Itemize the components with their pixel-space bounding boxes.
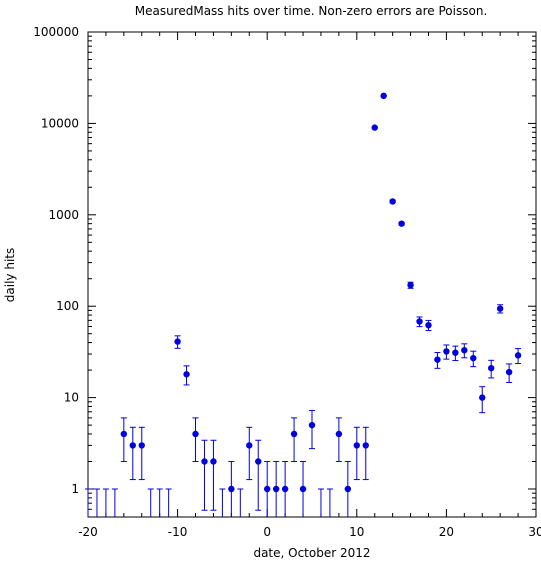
data-point	[452, 349, 459, 356]
data-point	[389, 198, 396, 205]
x-tick-label: 10	[349, 525, 364, 539]
data-point	[505, 368, 513, 376]
y-tick-label: 10	[64, 391, 79, 405]
y-tick-labels: 1 10 100 1000 10000 100000	[33, 25, 79, 496]
data-point	[272, 485, 280, 493]
y-tick-label: 100	[56, 299, 79, 313]
data-point	[308, 421, 316, 429]
data-point	[407, 281, 414, 289]
data-point	[425, 321, 432, 329]
y-tick-label: 1000	[48, 208, 79, 222]
data-point	[362, 442, 369, 449]
data-point	[416, 318, 423, 325]
x-axis-label: date, October 2012	[253, 546, 370, 560]
y-tick-label: 10000	[41, 116, 79, 130]
chart-title: MeasuredMass hits over time. Non-zero er…	[135, 4, 488, 18]
data-point	[371, 124, 378, 131]
data-point	[255, 458, 262, 465]
data-point	[398, 220, 405, 227]
data-point	[470, 354, 477, 362]
data-point	[344, 485, 352, 493]
y-axis-label: daily hits	[3, 248, 17, 302]
error-bars	[85, 95, 522, 517]
x-tick-label: -10	[168, 525, 188, 539]
data-point	[183, 371, 190, 378]
data-point	[353, 442, 360, 449]
y-tick-label: 1	[71, 482, 79, 496]
data-point	[335, 430, 343, 438]
data-point	[496, 305, 504, 312]
data-point	[120, 430, 128, 438]
data-point	[228, 485, 235, 493]
data-point	[201, 458, 208, 465]
data-point	[281, 485, 289, 493]
data-point	[443, 348, 450, 355]
data-point	[299, 485, 307, 493]
y-tick-label: 100000	[33, 25, 79, 39]
data-point	[264, 485, 271, 493]
x-tick-label: -20	[78, 525, 98, 539]
data-point	[290, 430, 298, 438]
data-point	[488, 364, 495, 372]
data-point	[210, 458, 217, 465]
x-tick-label: 0	[263, 525, 271, 539]
data-point	[192, 430, 199, 438]
data-point	[514, 352, 522, 359]
data-point	[174, 338, 181, 345]
x-tick-label: 20	[439, 525, 454, 539]
data-point	[246, 442, 253, 449]
data-point	[129, 442, 136, 449]
x-tick-labels: -20 -10 0 10 20 30	[78, 525, 541, 539]
data-point	[461, 347, 468, 354]
data-point	[479, 394, 486, 401]
axis-ticks	[87, 31, 537, 517]
x-tick-label: 30	[528, 525, 541, 539]
plot-frame	[87, 31, 537, 518]
data-point	[380, 92, 387, 100]
data-point	[138, 442, 145, 449]
data-point	[434, 356, 441, 363]
data-points	[120, 92, 522, 493]
